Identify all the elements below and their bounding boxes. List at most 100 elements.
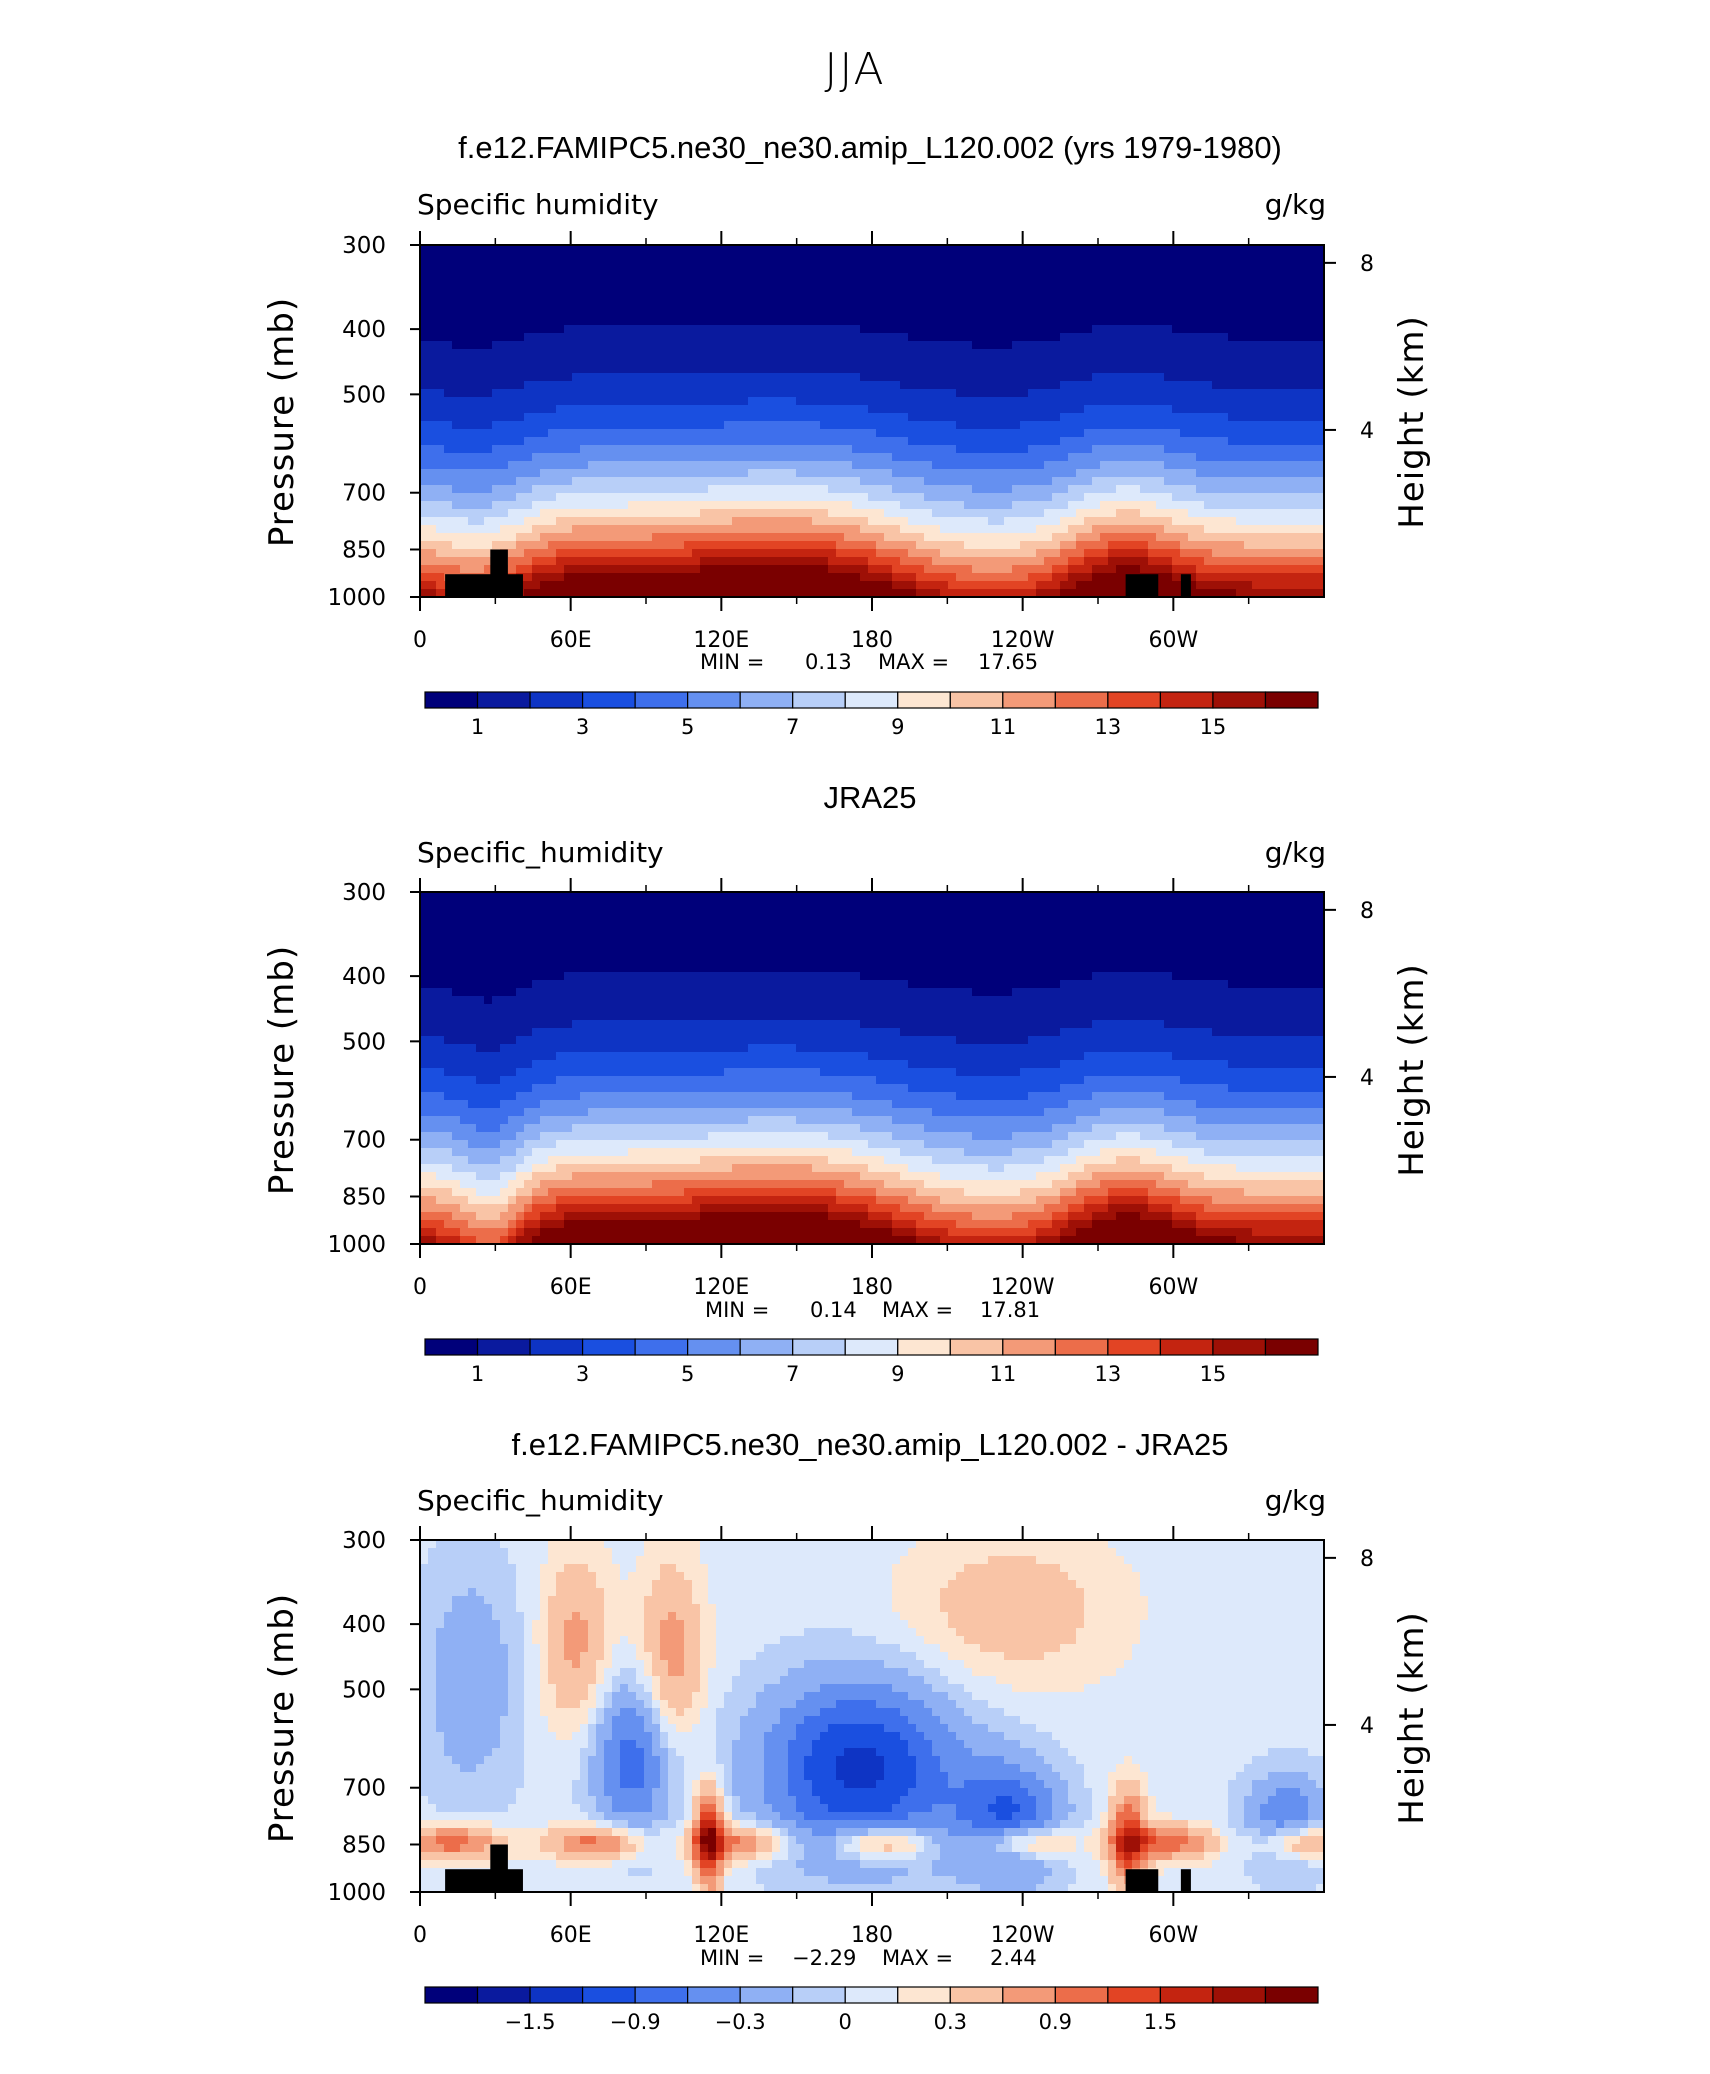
colorbar-label: −1.5 xyxy=(505,2010,556,2034)
panel-2-ylabel-right: Height (km) xyxy=(1392,963,1432,1177)
panel-3-left-string: Specific_humidity xyxy=(417,1484,664,1517)
panel-2-xtick-label: 180 xyxy=(851,1275,893,1300)
colorbar-box xyxy=(1002,1986,1056,2004)
colorbar-box xyxy=(1054,1986,1109,2004)
colorbar-box xyxy=(1107,691,1162,709)
panel-2-max-label: MAX = xyxy=(882,1298,954,1322)
colorbar-label: 7 xyxy=(786,1362,799,1386)
panel-1-title: f.e12.FAMIPC5.ne30_ne30.amip_L120.002 (y… xyxy=(458,130,1282,165)
panel-1-left-string: Specific humidity xyxy=(417,188,659,221)
colorbar-label: 3 xyxy=(576,1362,589,1386)
panel-2-max-value: 17.81 xyxy=(980,1298,1041,1322)
panel-3-xtick-label: 120W xyxy=(991,1923,1055,1948)
colorbar-box xyxy=(897,1338,951,1356)
panel-3-terrain-mask xyxy=(445,1844,1191,1892)
colorbar-label: 9 xyxy=(891,715,904,739)
panel-1-min-label: MIN = xyxy=(700,650,765,674)
panel-3-xtick-label: 0 xyxy=(413,1923,427,1948)
colorbar-box xyxy=(1159,1338,1214,1356)
colorbar-box xyxy=(1212,691,1267,709)
colorbar-box xyxy=(634,691,689,709)
panel-3-xtick-label: 180 xyxy=(851,1923,893,1948)
colorbar-box xyxy=(844,1338,899,1356)
colorbar-box xyxy=(949,1986,1004,2004)
panel-3-ytick-label: 1000 xyxy=(327,1880,386,1906)
colorbar-box xyxy=(581,1338,636,1356)
panel-2-min-label: MIN = xyxy=(705,1298,770,1322)
colorbar-box xyxy=(1159,1986,1214,2004)
colorbar-box xyxy=(1264,691,1319,709)
colorbar-box xyxy=(897,691,951,709)
colorbar-box xyxy=(1054,691,1109,709)
panel-1-contour-fill xyxy=(420,245,1325,598)
panel-1-yright-tick-label: 8 xyxy=(1360,252,1374,277)
panel-3-ytick-label: 300 xyxy=(342,1528,386,1554)
panel-1-ytick-label: 1000 xyxy=(327,585,386,611)
colorbar-label: 7 xyxy=(786,715,799,739)
colorbar-box xyxy=(844,1986,899,2004)
panel-3-yright-tick-label: 8 xyxy=(1360,1547,1374,1572)
panel-1-xtick-label: 60E xyxy=(550,628,592,653)
panel-3-ytick-label: 500 xyxy=(342,1677,386,1703)
panel-3-min-label: MIN = xyxy=(700,1946,765,1970)
panel-3-xtick-label: 60W xyxy=(1148,1923,1198,1948)
colorbar-box xyxy=(1002,691,1056,709)
colorbar-box xyxy=(1212,1986,1267,2004)
colorbar-label: 9 xyxy=(891,1362,904,1386)
colorbar-box xyxy=(581,691,636,709)
panel-2-yright-tick-label: 4 xyxy=(1360,1066,1374,1091)
panel-1-xtick-label: 60W xyxy=(1148,628,1198,653)
colorbar-label: 3 xyxy=(576,715,589,739)
panel-2-xtick-label: 120E xyxy=(693,1275,749,1300)
colorbar-label: 15 xyxy=(1200,715,1227,739)
panel-2-ylabel: Pressure (mb) xyxy=(262,944,302,1196)
colorbar-box xyxy=(529,1338,584,1356)
panel-3-min-value: −2.29 xyxy=(792,1946,857,1970)
colorbar-box xyxy=(1264,1986,1319,2004)
panel-1-max-value: 17.65 xyxy=(978,650,1039,674)
colorbar-box xyxy=(792,691,846,709)
colorbar-box xyxy=(476,1338,531,1356)
panel-1-frame xyxy=(419,244,1325,598)
colorbar-box xyxy=(424,1986,479,2004)
colorbar-box xyxy=(634,1338,689,1356)
panel-3-ylabel: Pressure (mb) xyxy=(262,1592,302,1844)
panel-1-right-string: g/kg xyxy=(1264,188,1326,221)
colorbar-label: 1 xyxy=(471,715,484,739)
panel-1-ytick-label: 850 xyxy=(342,537,386,563)
panel-1-ytick-label: 400 xyxy=(342,317,386,343)
colorbar-box xyxy=(476,1986,531,2004)
colorbar-label: 11 xyxy=(989,1362,1016,1386)
colorbar-box xyxy=(844,691,899,709)
colorbar-label: −0.9 xyxy=(610,2010,661,2034)
panel-1-ylabel-right: Height (km) xyxy=(1392,315,1432,529)
panel-2-min-value: 0.14 xyxy=(810,1298,857,1322)
panel-2-ytick-label: 1000 xyxy=(327,1232,386,1258)
panel-2-plot: 0 60E 120E 180 120W 60W 300 400 500 700 850 1000 8 4 xyxy=(327,878,1374,1300)
panel-2-contour-fill xyxy=(420,892,1325,1245)
colorbar-box xyxy=(424,1338,479,1356)
panel-1-ytick-label: 500 xyxy=(342,382,386,408)
panel-3-right-string: g/kg xyxy=(1264,1484,1326,1517)
panel-2-ytick-label: 500 xyxy=(342,1029,386,1055)
colorbar-label: 13 xyxy=(1095,1362,1122,1386)
colorbar-label: 15 xyxy=(1200,1362,1227,1386)
panel-3-plot: 0 60E 120E 180 120W 60W 300 400 500 700 850 1000 8 4 xyxy=(327,1526,1374,1948)
panel-2-right-string: g/kg xyxy=(1264,836,1326,869)
colorbar-box xyxy=(949,1338,1004,1356)
colorbar-box xyxy=(634,1986,689,2004)
panel-2-xtick-label: 60W xyxy=(1148,1275,1198,1300)
colorbar-label: 13 xyxy=(1095,715,1122,739)
colorbar-box xyxy=(739,1338,794,1356)
panel-2-yright-tick-label: 8 xyxy=(1360,899,1374,924)
colorbar-box xyxy=(739,1986,794,2004)
panel-1-xtick-label: 0 xyxy=(413,628,427,653)
colorbar-box xyxy=(687,691,741,709)
panel-2-xtick-label: 120W xyxy=(991,1275,1055,1300)
colorbar-label: −0.3 xyxy=(715,2010,766,2034)
colorbar-label: 1 xyxy=(471,1362,484,1386)
panel-1-terrain-mask xyxy=(445,549,1191,597)
panel-3-max-label: MAX = xyxy=(882,1946,954,1970)
